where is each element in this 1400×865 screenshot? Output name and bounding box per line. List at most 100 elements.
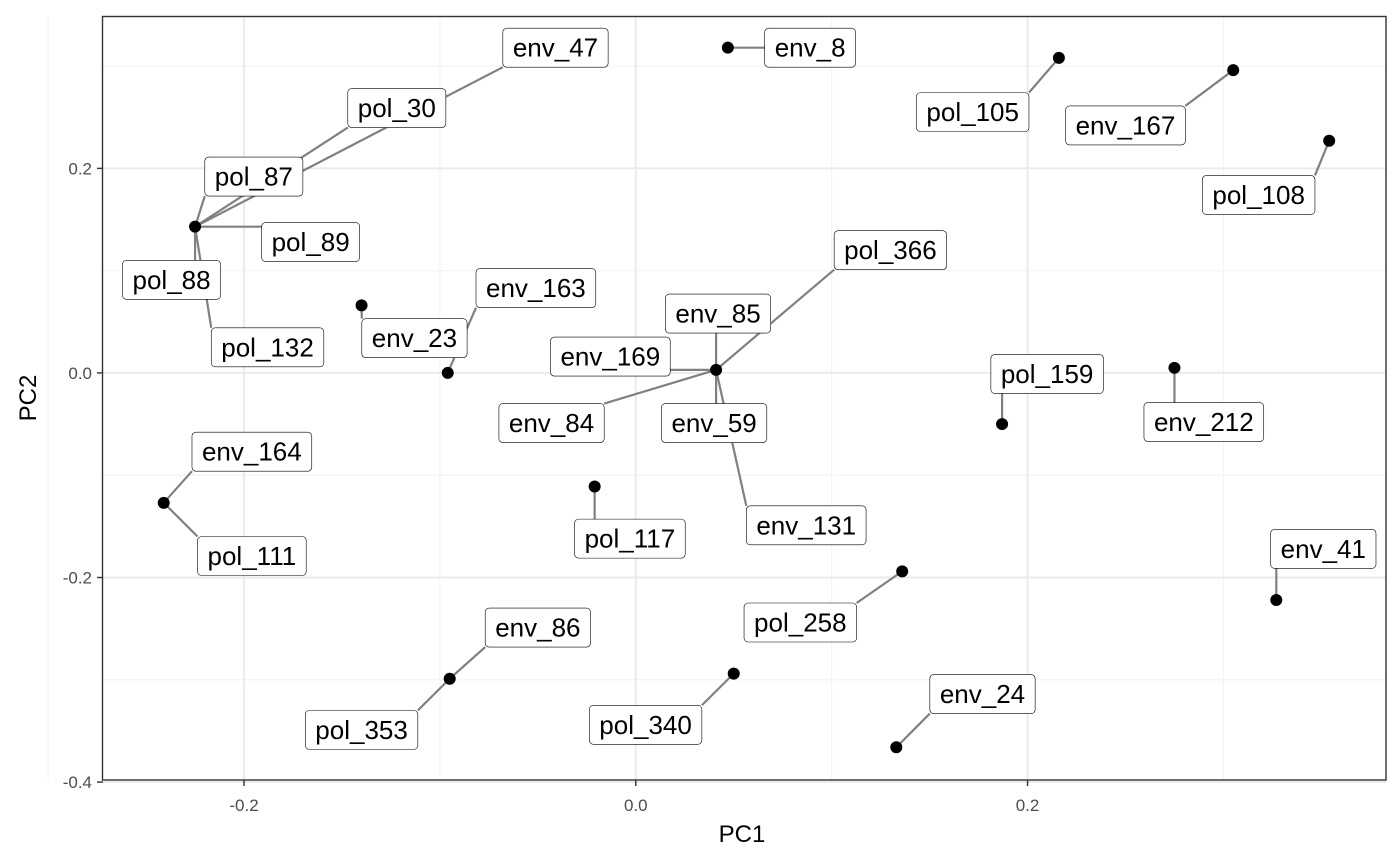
- point-label-box: [990, 354, 1104, 394]
- point-label-text: env_131: [756, 510, 856, 540]
- label-connector: [855, 570, 903, 604]
- point-label-text: pol_89: [272, 227, 350, 257]
- point-label-text: env_84: [509, 408, 594, 438]
- point-label-box: [916, 92, 1030, 132]
- point-label: pol_108: [1202, 175, 1316, 215]
- data-point: [157, 496, 170, 509]
- data-point: [588, 480, 601, 493]
- y-tick-label: 0.2: [68, 159, 92, 178]
- point-label: pol_258: [743, 602, 857, 643]
- point-label-text: pol_111: [208, 541, 297, 571]
- point-label-text: env_41: [1281, 534, 1366, 564]
- point-label-box: [743, 602, 857, 643]
- point-label: pol_366: [833, 230, 948, 270]
- data-point: [443, 672, 456, 685]
- data-point: [1323, 134, 1336, 147]
- label-connector: [1313, 140, 1331, 176]
- point-label: env_8: [764, 27, 856, 68]
- point-label-box: [347, 88, 447, 128]
- data-point: [1270, 593, 1283, 606]
- panel-border: [101, 15, 1387, 781]
- point-label: env_131: [746, 505, 867, 546]
- point-label: env_167: [1065, 105, 1186, 146]
- point-label-text: env_85: [675, 299, 760, 329]
- point-label-box: [304, 710, 419, 750]
- point-label: env_24: [929, 674, 1036, 714]
- point-label-text: pol_117: [585, 524, 676, 554]
- point-label: env_163: [475, 268, 597, 308]
- data-point: [1227, 64, 1240, 77]
- point-label: env_84: [498, 403, 605, 443]
- point-label-box: [502, 27, 609, 68]
- point-label: pol_30: [347, 88, 447, 128]
- point-label: pol_105: [916, 92, 1030, 132]
- point-label: pol_353: [304, 710, 419, 750]
- point-label-box: [1202, 175, 1316, 215]
- point-label-text: pol_87: [215, 162, 293, 192]
- point-label: env_164: [191, 431, 313, 472]
- point-label-text: pol_108: [1212, 180, 1305, 210]
- point-label-text: env_59: [671, 408, 756, 438]
- point-label-box: [589, 704, 703, 745]
- point-label-text: pol_366: [844, 235, 937, 265]
- point-label-text: env_86: [495, 613, 580, 643]
- data-point: [1168, 361, 1181, 374]
- point-label-text: env_24: [940, 679, 1025, 709]
- label-connector: [1028, 57, 1060, 94]
- point-label-box: [746, 505, 867, 546]
- label-connector: [448, 646, 486, 680]
- point-label-text: pol_105: [926, 97, 1019, 127]
- data-point: [890, 741, 903, 754]
- point-label-text: env_167: [1076, 110, 1176, 140]
- point-label: pol_111: [197, 536, 307, 576]
- y-tick-label: -0.4: [63, 773, 92, 792]
- data-point: [896, 565, 909, 578]
- data-point: [727, 667, 740, 680]
- point-label: env_23: [361, 318, 468, 358]
- label-connector: [715, 268, 835, 371]
- x-tick-label: 0.0: [624, 796, 648, 815]
- point-label: env_59: [661, 403, 768, 443]
- point-label-box: [361, 318, 468, 358]
- data-point: [189, 220, 202, 233]
- point-label-box: [204, 156, 304, 197]
- data-points: [157, 41, 1336, 754]
- point-label-text: env_163: [486, 273, 586, 303]
- x-tick-label: 0.2: [1016, 796, 1040, 815]
- point-label: pol_340: [589, 704, 703, 745]
- y-axis-title: PC2: [15, 375, 42, 422]
- point-label-text: env_169: [560, 342, 660, 372]
- y-tick-label: 0.0: [68, 364, 92, 383]
- point-label-box: [191, 431, 313, 472]
- point-label: env_212: [1143, 402, 1265, 442]
- label-connector: [162, 502, 199, 538]
- data-point: [710, 363, 723, 376]
- point-label-box: [574, 518, 686, 559]
- point-label: pol_132: [210, 327, 325, 368]
- point-label: pol_117: [574, 518, 686, 559]
- point-label: pol_88: [122, 260, 221, 300]
- point-label-box: [1143, 402, 1265, 442]
- label-connectors: [162, 46, 1331, 749]
- point-label-box: [475, 268, 597, 308]
- point-label-box: [1065, 105, 1186, 146]
- point-label: env_47: [502, 27, 609, 68]
- point-label-box: [1270, 529, 1377, 569]
- label-connector: [417, 677, 451, 712]
- label-connector: [162, 470, 193, 504]
- point-label: pol_89: [261, 222, 360, 262]
- data-point: [441, 366, 454, 379]
- data-point: [721, 41, 734, 54]
- point-label: env_86: [484, 607, 591, 648]
- point-label: env_85: [665, 293, 772, 334]
- y-tick-label: -0.2: [63, 568, 92, 587]
- point-label-box: [210, 327, 325, 368]
- point-label: env_169: [550, 336, 671, 377]
- label-connector: [1184, 69, 1234, 107]
- y-axis-ticks: -0.4 -0.2 0.0 0.2: [63, 159, 103, 792]
- point-label: env_41: [1270, 529, 1377, 569]
- point-label-box: [498, 403, 605, 443]
- point-label-text: pol_30: [358, 93, 436, 123]
- point-label-box: [833, 230, 948, 270]
